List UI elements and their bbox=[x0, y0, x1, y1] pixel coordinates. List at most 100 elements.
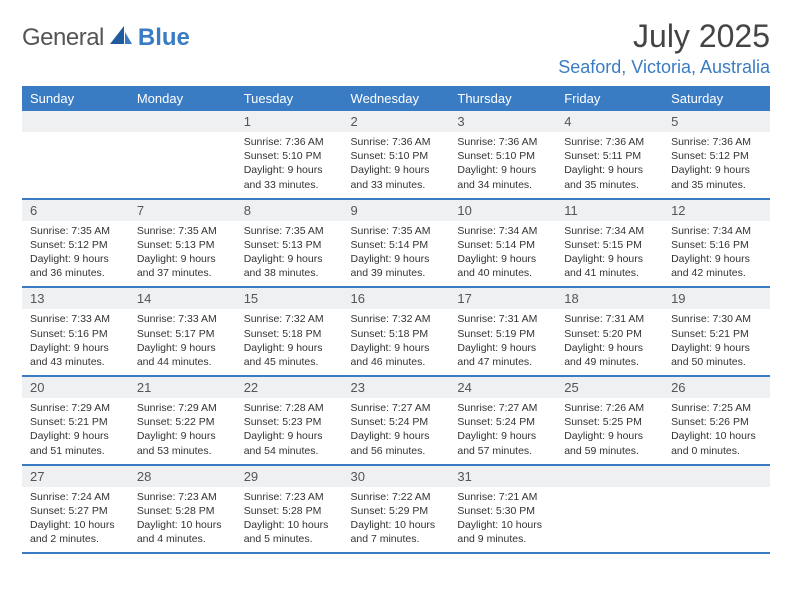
location-label: Seaford, Victoria, Australia bbox=[558, 57, 770, 78]
logo-text-gray: General bbox=[22, 24, 104, 52]
day-body: Sunrise: 7:36 AMSunset: 5:10 PMDaylight:… bbox=[236, 132, 343, 198]
day-number: 17 bbox=[449, 288, 556, 309]
day-number: 1 bbox=[236, 111, 343, 132]
day-body: Sunrise: 7:34 AMSunset: 5:14 PMDaylight:… bbox=[449, 221, 556, 287]
day-body: Sunrise: 7:29 AMSunset: 5:21 PMDaylight:… bbox=[22, 398, 129, 464]
col-header: Sunday bbox=[22, 86, 129, 111]
title-block: July 2025 Seaford, Victoria, Australia bbox=[558, 18, 770, 78]
day-body: Sunrise: 7:35 AMSunset: 5:13 PMDaylight:… bbox=[129, 221, 236, 287]
day-number: 28 bbox=[129, 466, 236, 487]
page: General Blue July 2025 Seaford, Victoria… bbox=[0, 0, 792, 572]
day-number: 11 bbox=[556, 200, 663, 221]
calendar-cell: 26Sunrise: 7:25 AMSunset: 5:26 PMDayligh… bbox=[663, 376, 770, 465]
day-number bbox=[556, 466, 663, 487]
calendar-cell: 16Sunrise: 7:32 AMSunset: 5:18 PMDayligh… bbox=[343, 287, 450, 376]
logo: General Blue bbox=[22, 24, 190, 52]
day-body: Sunrise: 7:36 AMSunset: 5:10 PMDaylight:… bbox=[343, 132, 450, 198]
calendar-cell: 21Sunrise: 7:29 AMSunset: 5:22 PMDayligh… bbox=[129, 376, 236, 465]
calendar-cell: 31Sunrise: 7:21 AMSunset: 5:30 PMDayligh… bbox=[449, 465, 556, 554]
calendar-cell: 19Sunrise: 7:30 AMSunset: 5:21 PMDayligh… bbox=[663, 287, 770, 376]
col-header: Thursday bbox=[449, 86, 556, 111]
day-body: Sunrise: 7:24 AMSunset: 5:27 PMDaylight:… bbox=[22, 487, 129, 553]
day-body: Sunrise: 7:35 AMSunset: 5:14 PMDaylight:… bbox=[343, 221, 450, 287]
calendar-cell: 29Sunrise: 7:23 AMSunset: 5:28 PMDayligh… bbox=[236, 465, 343, 554]
day-number: 14 bbox=[129, 288, 236, 309]
day-number: 25 bbox=[556, 377, 663, 398]
col-header: Wednesday bbox=[343, 86, 450, 111]
calendar-cell: 24Sunrise: 7:27 AMSunset: 5:24 PMDayligh… bbox=[449, 376, 556, 465]
day-number: 5 bbox=[663, 111, 770, 132]
day-body bbox=[22, 132, 129, 141]
day-number: 21 bbox=[129, 377, 236, 398]
day-number: 13 bbox=[22, 288, 129, 309]
day-body: Sunrise: 7:32 AMSunset: 5:18 PMDaylight:… bbox=[236, 309, 343, 375]
day-body: Sunrise: 7:29 AMSunset: 5:22 PMDaylight:… bbox=[129, 398, 236, 464]
calendar-row: 6Sunrise: 7:35 AMSunset: 5:12 PMDaylight… bbox=[22, 199, 770, 288]
day-number: 3 bbox=[449, 111, 556, 132]
calendar-cell bbox=[556, 465, 663, 554]
day-number: 26 bbox=[663, 377, 770, 398]
calendar-cell: 2Sunrise: 7:36 AMSunset: 5:10 PMDaylight… bbox=[343, 111, 450, 199]
day-number: 31 bbox=[449, 466, 556, 487]
calendar-head: SundayMondayTuesdayWednesdayThursdayFrid… bbox=[22, 86, 770, 111]
day-body: Sunrise: 7:28 AMSunset: 5:23 PMDaylight:… bbox=[236, 398, 343, 464]
calendar-row: 1Sunrise: 7:36 AMSunset: 5:10 PMDaylight… bbox=[22, 111, 770, 199]
day-body: Sunrise: 7:23 AMSunset: 5:28 PMDaylight:… bbox=[129, 487, 236, 553]
calendar-body: 1Sunrise: 7:36 AMSunset: 5:10 PMDaylight… bbox=[22, 111, 770, 553]
calendar-cell: 6Sunrise: 7:35 AMSunset: 5:12 PMDaylight… bbox=[22, 199, 129, 288]
calendar-cell: 17Sunrise: 7:31 AMSunset: 5:19 PMDayligh… bbox=[449, 287, 556, 376]
header: General Blue July 2025 Seaford, Victoria… bbox=[22, 18, 770, 78]
day-number: 30 bbox=[343, 466, 450, 487]
day-body: Sunrise: 7:35 AMSunset: 5:12 PMDaylight:… bbox=[22, 221, 129, 287]
day-number: 19 bbox=[663, 288, 770, 309]
day-number: 6 bbox=[22, 200, 129, 221]
day-number: 9 bbox=[343, 200, 450, 221]
day-number: 29 bbox=[236, 466, 343, 487]
day-body: Sunrise: 7:33 AMSunset: 5:17 PMDaylight:… bbox=[129, 309, 236, 375]
logo-text-blue: Blue bbox=[138, 27, 190, 49]
day-body: Sunrise: 7:22 AMSunset: 5:29 PMDaylight:… bbox=[343, 487, 450, 553]
day-body: Sunrise: 7:36 AMSunset: 5:10 PMDaylight:… bbox=[449, 132, 556, 198]
day-number: 2 bbox=[343, 111, 450, 132]
day-body: Sunrise: 7:34 AMSunset: 5:15 PMDaylight:… bbox=[556, 221, 663, 287]
col-header: Tuesday bbox=[236, 86, 343, 111]
logo-sail-icon bbox=[110, 26, 132, 51]
calendar-cell: 1Sunrise: 7:36 AMSunset: 5:10 PMDaylight… bbox=[236, 111, 343, 199]
day-number: 22 bbox=[236, 377, 343, 398]
calendar-cell: 10Sunrise: 7:34 AMSunset: 5:14 PMDayligh… bbox=[449, 199, 556, 288]
day-body: Sunrise: 7:25 AMSunset: 5:26 PMDaylight:… bbox=[663, 398, 770, 464]
col-header: Saturday bbox=[663, 86, 770, 111]
calendar-cell: 13Sunrise: 7:33 AMSunset: 5:16 PMDayligh… bbox=[22, 287, 129, 376]
day-body: Sunrise: 7:34 AMSunset: 5:16 PMDaylight:… bbox=[663, 221, 770, 287]
day-body: Sunrise: 7:35 AMSunset: 5:13 PMDaylight:… bbox=[236, 221, 343, 287]
month-title: July 2025 bbox=[558, 18, 770, 55]
day-body bbox=[663, 487, 770, 496]
day-body: Sunrise: 7:26 AMSunset: 5:25 PMDaylight:… bbox=[556, 398, 663, 464]
day-body: Sunrise: 7:30 AMSunset: 5:21 PMDaylight:… bbox=[663, 309, 770, 375]
day-body: Sunrise: 7:27 AMSunset: 5:24 PMDaylight:… bbox=[449, 398, 556, 464]
day-body: Sunrise: 7:31 AMSunset: 5:19 PMDaylight:… bbox=[449, 309, 556, 375]
day-number: 15 bbox=[236, 288, 343, 309]
day-number: 7 bbox=[129, 200, 236, 221]
day-body bbox=[556, 487, 663, 496]
day-body: Sunrise: 7:32 AMSunset: 5:18 PMDaylight:… bbox=[343, 309, 450, 375]
calendar-row: 27Sunrise: 7:24 AMSunset: 5:27 PMDayligh… bbox=[22, 465, 770, 554]
day-body: Sunrise: 7:31 AMSunset: 5:20 PMDaylight:… bbox=[556, 309, 663, 375]
calendar-cell: 25Sunrise: 7:26 AMSunset: 5:25 PMDayligh… bbox=[556, 376, 663, 465]
day-number: 18 bbox=[556, 288, 663, 309]
calendar-row: 13Sunrise: 7:33 AMSunset: 5:16 PMDayligh… bbox=[22, 287, 770, 376]
calendar-table: SundayMondayTuesdayWednesdayThursdayFrid… bbox=[22, 86, 770, 554]
day-body: Sunrise: 7:36 AMSunset: 5:11 PMDaylight:… bbox=[556, 132, 663, 198]
calendar-cell: 28Sunrise: 7:23 AMSunset: 5:28 PMDayligh… bbox=[129, 465, 236, 554]
calendar-cell: 8Sunrise: 7:35 AMSunset: 5:13 PMDaylight… bbox=[236, 199, 343, 288]
day-number: 8 bbox=[236, 200, 343, 221]
calendar-cell: 20Sunrise: 7:29 AMSunset: 5:21 PMDayligh… bbox=[22, 376, 129, 465]
day-number: 23 bbox=[343, 377, 450, 398]
day-number bbox=[129, 111, 236, 132]
day-number: 27 bbox=[22, 466, 129, 487]
calendar-cell bbox=[129, 111, 236, 199]
calendar-row: 20Sunrise: 7:29 AMSunset: 5:21 PMDayligh… bbox=[22, 376, 770, 465]
calendar-cell: 15Sunrise: 7:32 AMSunset: 5:18 PMDayligh… bbox=[236, 287, 343, 376]
calendar-cell: 30Sunrise: 7:22 AMSunset: 5:29 PMDayligh… bbox=[343, 465, 450, 554]
col-header: Monday bbox=[129, 86, 236, 111]
